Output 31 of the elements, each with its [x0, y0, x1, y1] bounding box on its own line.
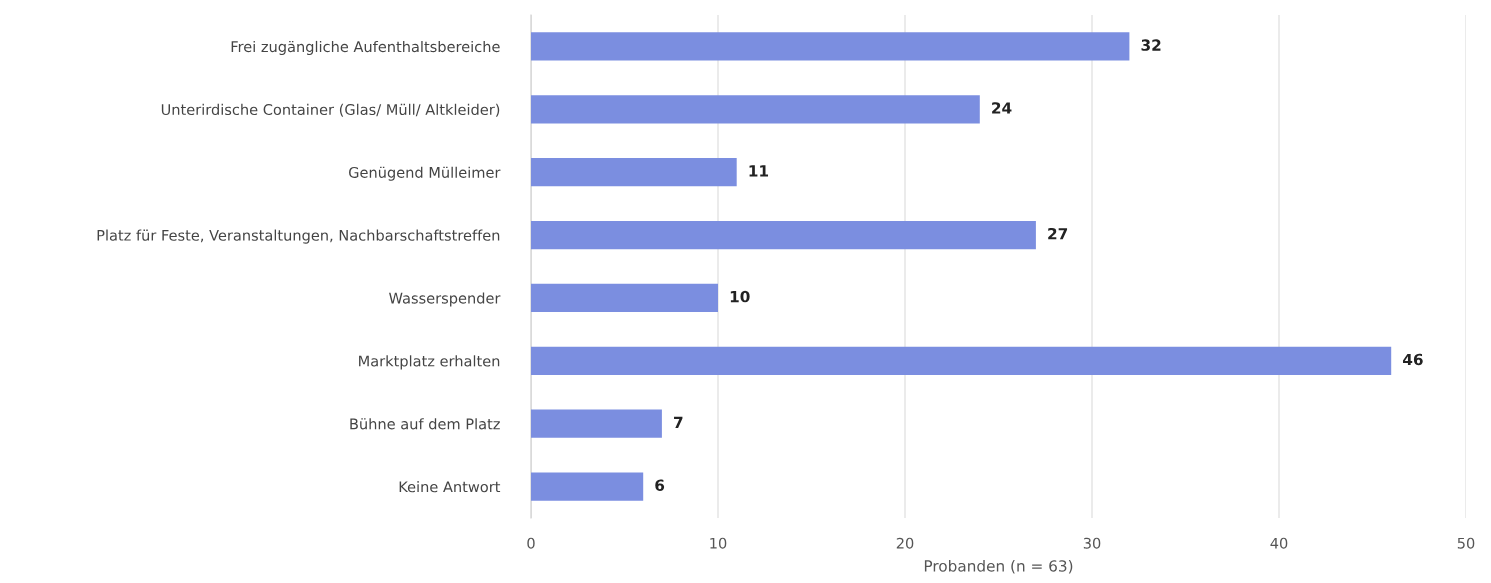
- x-tick-label: 50: [1457, 537, 1475, 549]
- y-tick-label: Keine Antwort: [399, 481, 501, 493]
- x-tick-label: 40: [1270, 537, 1288, 549]
- y-tick-label: Bühne auf dem Platz: [350, 418, 500, 430]
- data-label: 11: [749, 165, 769, 177]
- data-label: 32: [1141, 39, 1161, 51]
- y-tick-label: Marktplatz erhalten: [359, 355, 500, 370]
- bar: [531, 346, 1392, 375]
- x-tick-label: 20: [896, 537, 914, 549]
- bar: [531, 472, 644, 501]
- data-label: 7: [674, 416, 683, 428]
- y-tick-label: Genügend Mülleimer: [349, 166, 501, 181]
- bar: [531, 409, 662, 438]
- data-label: 27: [1048, 227, 1068, 240]
- data-label: 6: [655, 479, 665, 491]
- x-tick-label: 30: [1083, 537, 1101, 549]
- bar: [531, 95, 980, 124]
- x-tick-label: 0: [527, 537, 535, 549]
- bar: [531, 158, 737, 187]
- x-tick-label: 10: [710, 537, 727, 549]
- y-tick-label: Platz für Feste, Veranstaltungen, Nachbarschaftstreffen: [97, 229, 500, 244]
- bar: [531, 283, 718, 313]
- data-label: 24: [992, 102, 1012, 114]
- x-axis-title: Probanden (n = 63): [924, 559, 1073, 574]
- data-label: 46: [1403, 353, 1423, 366]
- y-tick-label: Unterirdische Container (Glas/ Müll/ Altkleider): [161, 103, 500, 117]
- bar: [531, 220, 1036, 250]
- y-tick-label: Wasserspender: [389, 292, 501, 307]
- y-tick-label: Frei zugängliche Aufenthaltsbereiche: [231, 40, 500, 56]
- bar: [531, 32, 1130, 61]
- data-label: 10: [730, 290, 750, 303]
